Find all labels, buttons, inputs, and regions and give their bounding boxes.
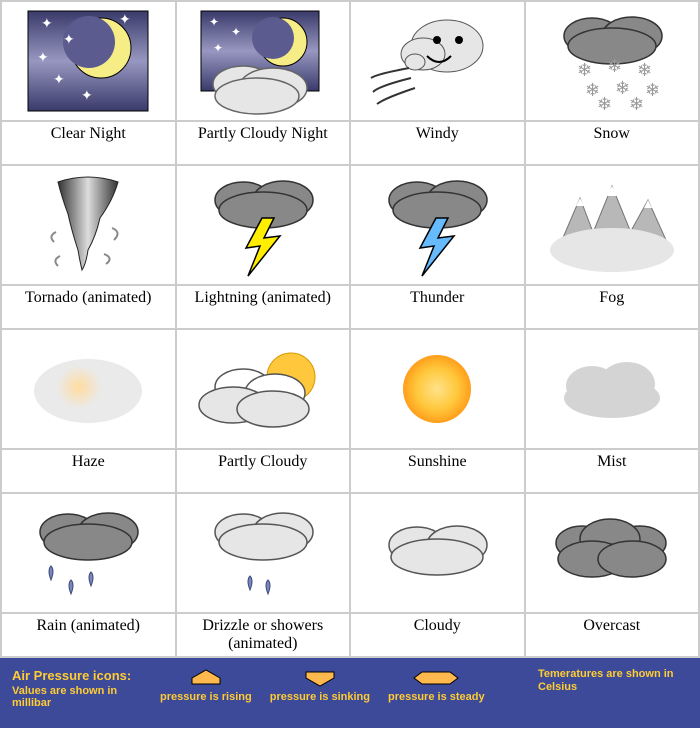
svg-text:❄: ❄ [607,56,622,76]
cell-icon-snow: ❄❄❄ ❄❄❄ ❄❄ [525,1,700,121]
cell-icon-partly-cloudy [176,329,351,449]
cloudy-icon [362,503,512,603]
svg-text:❄: ❄ [637,60,652,80]
footer-title: Air Pressure icons: [12,668,142,683]
cell-icon-partly-cloudy-night: ✦ ✦ ✦ [176,1,351,121]
cell-icon-sunshine [350,329,525,449]
label-text: Fog [599,289,624,307]
drizzle-icon [188,498,338,608]
windy-icon [367,6,507,116]
label-text: Rain (animated) [36,617,140,635]
footer-title-block: Air Pressure icons: Values are shown in … [12,668,142,709]
footer-subtitle: Values are shown in millibar [12,685,142,709]
lightning-icon [188,170,338,280]
pressure-sinking: pressure is sinking [270,668,370,703]
cell-icon-haze [1,329,176,449]
pressure-label: pressure is rising [160,691,252,703]
svg-text:✦: ✦ [213,41,223,55]
label-text: Thunder [410,289,464,307]
svg-text:❄: ❄ [597,94,612,114]
cell-label: Clear Night [1,121,176,165]
svg-text:✦: ✦ [63,31,75,47]
pressure-label: pressure is steady [388,691,485,703]
label-text: Windy [416,125,459,143]
clear-night-icon: ✦✦✦ ✦✦✦ [23,6,153,116]
cell-label: Snow [525,121,700,165]
svg-text:✦: ✦ [41,15,53,31]
svg-text:✦: ✦ [231,25,241,39]
haze-icon [13,339,163,439]
pressure-steady: pressure is steady [388,668,485,703]
label-text: Overcast [583,617,640,635]
mist-icon [537,344,687,434]
svg-text:❄: ❄ [577,60,592,80]
cell-icon-thunder [350,165,525,285]
cell-icon-cloudy [350,493,525,613]
cell-label: Lightning (animated) [176,285,351,329]
svg-text:✦: ✦ [81,87,93,103]
svg-text:❄: ❄ [615,78,630,98]
cell-label: Tornado (animated) [1,285,176,329]
cell-label: Fog [525,285,700,329]
pressure-down-icon [300,668,340,688]
svg-text:✦: ✦ [119,11,131,27]
cell-icon-drizzle [176,493,351,613]
weather-icon-grid: ✦✦✦ ✦✦✦ ✦✦✦ [0,0,700,658]
cell-label: Overcast [525,613,700,657]
partly-cloudy-night-icon: ✦ ✦ ✦ [193,6,333,116]
overcast-icon [532,503,692,603]
partly-cloudy-icon [183,339,343,439]
cell-icon-fog [525,165,700,285]
cell-icon-rain [1,493,176,613]
rain-icon [13,498,163,608]
label-text: Cloudy [414,617,461,635]
svg-text:❄: ❄ [629,94,644,114]
cell-icon-lightning [176,165,351,285]
cell-label: Thunder [350,285,525,329]
footer-pressure-legend: Air Pressure icons: Values are shown in … [0,658,700,728]
label-text: Tornado (animated) [25,289,151,307]
footer-temp-note: Temeratures are shown in Celsius [538,668,688,694]
cell-icon-clear-night: ✦✦✦ ✦✦✦ [1,1,176,121]
cell-label: Cloudy [350,613,525,657]
cell-label: Rain (animated) [1,613,176,657]
pressure-up-icon [186,668,226,688]
snow-icon: ❄❄❄ ❄❄❄ ❄❄ [537,6,687,116]
cell-icon-windy [350,1,525,121]
label-text: Lightning (animated) [195,289,331,307]
pressure-label: pressure is sinking [270,691,370,703]
svg-text:✦: ✦ [53,71,65,87]
cell-label: Partly Cloudy [176,449,351,493]
cell-label: Sunshine [350,449,525,493]
svg-text:✦: ✦ [37,49,49,65]
label-text: Sunshine [408,453,467,471]
label-text: Drizzle or showers (animated) [181,617,346,653]
fog-icon [532,170,692,280]
pressure-steady-icon [412,668,460,688]
label-text: Partly Cloudy [218,453,307,471]
label-text: Haze [72,453,105,471]
pressure-rising: pressure is rising [160,668,252,703]
cell-label: Haze [1,449,176,493]
svg-text:❄: ❄ [645,80,660,100]
tornado-icon [28,170,148,280]
cell-label: Mist [525,449,700,493]
cell-label: Partly Cloudy Night [176,121,351,165]
svg-text:✦: ✦ [209,15,219,29]
cell-label: Windy [350,121,525,165]
cell-icon-tornado [1,165,176,285]
cell-icon-mist [525,329,700,449]
cell-icon-overcast [525,493,700,613]
label-text: Clear Night [51,125,126,143]
sunshine-icon [382,339,492,439]
thunder-icon [362,170,512,280]
cell-label: Drizzle or showers (animated) [176,613,351,657]
label-text: Snow [594,125,630,143]
label-text: Partly Cloudy Night [198,125,328,143]
label-text: Mist [597,453,626,471]
